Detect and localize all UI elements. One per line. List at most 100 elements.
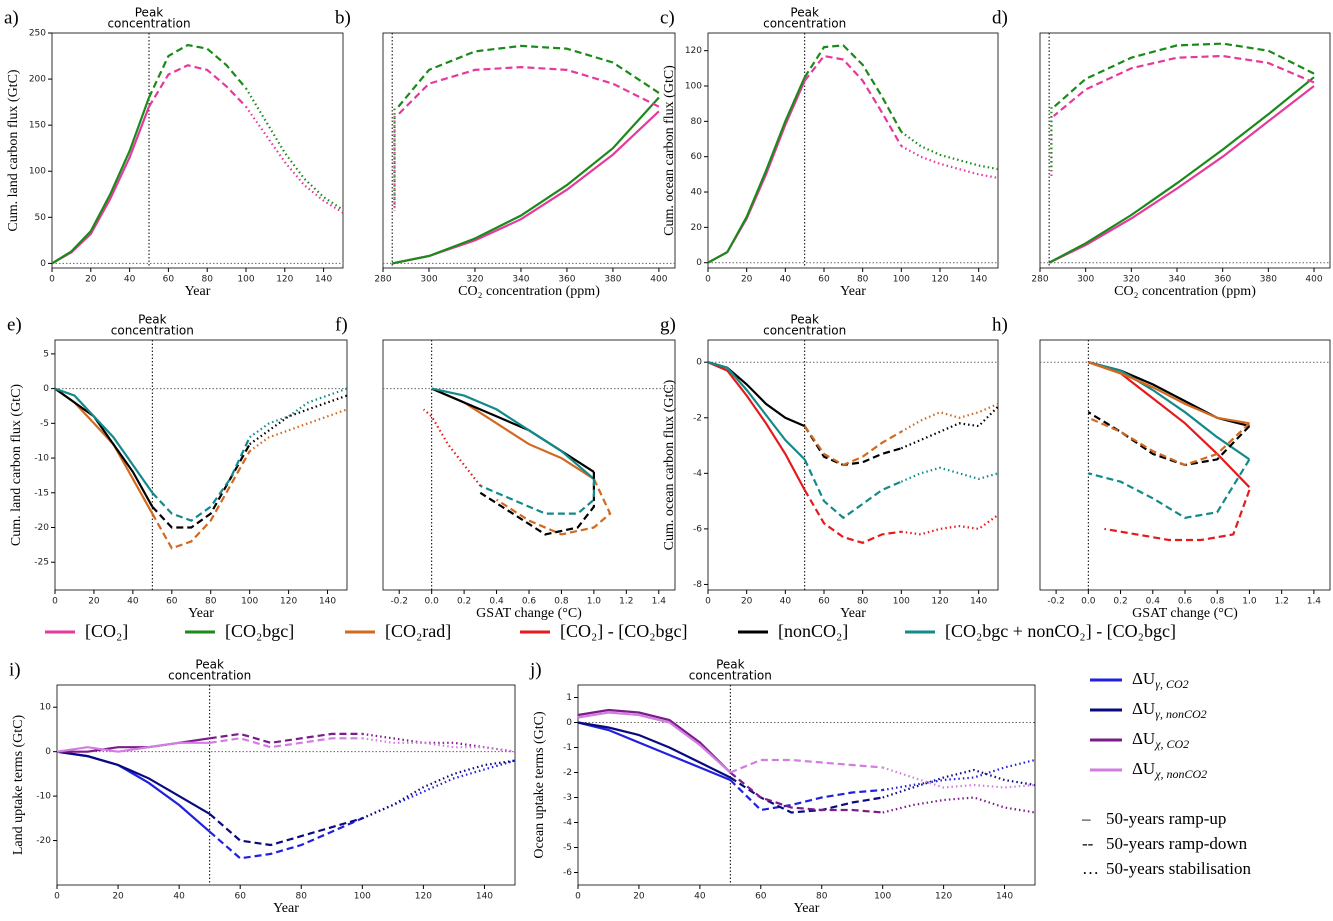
series-line <box>729 758 883 774</box>
x-tick-label: 80 <box>857 275 869 285</box>
annotation: Peak <box>790 6 819 20</box>
x-tick-label: 120 <box>935 892 952 902</box>
series-line <box>245 106 344 214</box>
annotation: Peak <box>790 313 819 327</box>
y-tick-label: 0 <box>696 358 702 368</box>
x-axis-label: GSAT change (°C) <box>476 606 582 621</box>
series-line <box>56 750 211 833</box>
legend-label: [nonCO₂] <box>778 621 848 641</box>
x-tick-label: 140 <box>970 275 987 285</box>
annotation: concentration <box>689 669 772 683</box>
y-tick-label: 120 <box>685 46 702 56</box>
series-line <box>148 43 247 98</box>
legend-label-sub: γ, nonCO2 <box>1155 707 1206 721</box>
annotation: Peak <box>138 313 167 327</box>
x-tick-label: 80 <box>816 892 828 902</box>
series-line <box>56 741 210 753</box>
series-line <box>479 478 595 515</box>
series-line <box>803 489 902 544</box>
legend-label: 50-years ramp-up <box>1106 809 1226 828</box>
x-tick-label: 60 <box>166 597 178 607</box>
x-tick-label: 100 <box>354 892 371 902</box>
x-tick-label: 1.0 <box>587 597 602 607</box>
series-line <box>900 402 999 433</box>
plot-frame <box>51 32 344 269</box>
x-tick-label: 0.8 <box>1210 597 1225 607</box>
annotation: Peak <box>195 658 224 672</box>
x-axis-label: Year <box>273 901 299 916</box>
panel-label: e) <box>7 314 22 335</box>
panel-label: b) <box>335 7 351 28</box>
series-line <box>151 443 251 529</box>
y-tick-label: 0 <box>566 718 572 728</box>
panel-label: d) <box>992 7 1008 28</box>
x-tick-label: 1.4 <box>1307 597 1322 607</box>
x-axis-label: Year <box>188 606 214 621</box>
y-tick-label: 5 <box>43 349 49 359</box>
series-line <box>577 711 732 774</box>
series-line <box>396 65 660 117</box>
x-tick-label: 20 <box>633 892 645 902</box>
y-axis-label: Cum. ocean carbon flux (GtC) <box>662 379 677 550</box>
legend-symbol: -- <box>1082 834 1094 853</box>
x-tick-label: 40 <box>694 892 706 902</box>
legend-label: ΔUγ, nonCO2 <box>1132 699 1207 721</box>
x-tick-label: 0.4 <box>1146 597 1161 607</box>
y-tick-label: 0 <box>45 747 51 757</box>
y-tick-label: -2 <box>693 413 702 423</box>
x-tick-label: 120 <box>276 275 293 285</box>
y-tick-label: 40 <box>691 188 703 198</box>
x-tick-label: 0.0 <box>425 597 440 607</box>
y-tick-label: -10 <box>36 792 51 802</box>
x-tick-label: 360 <box>558 275 575 285</box>
legend-symbol: … <box>1082 859 1099 878</box>
x-tick-label: 340 <box>512 275 529 285</box>
x-tick-label: 300 <box>1077 275 1094 285</box>
x-axis-label: Year <box>840 606 866 621</box>
plot-frame <box>707 32 999 269</box>
x-axis-label: Year <box>185 284 211 299</box>
x-tick-label: 300 <box>420 275 437 285</box>
annotation: Peak <box>716 658 745 672</box>
y-tick-label: 150 <box>29 121 46 131</box>
series-line <box>1087 361 1250 425</box>
x-tick-label: 1.2 <box>619 597 633 607</box>
x-tick-label: 140 <box>476 892 493 902</box>
annotation: concentration <box>763 324 846 338</box>
x-tick-label: 60 <box>163 275 175 285</box>
x-tick-label: 1.0 <box>1242 597 1257 607</box>
y-tick-label: -6 <box>693 524 702 534</box>
y-tick-label: -4 <box>693 469 702 479</box>
series-line <box>1048 85 1315 264</box>
series-line <box>54 387 154 515</box>
x-tick-label: 380 <box>1260 275 1277 285</box>
x-axis-label: CO₂ concentration (ppm) <box>1114 284 1256 299</box>
x-tick-label: 400 <box>1305 275 1322 285</box>
x-tick-label: 140 <box>319 597 336 607</box>
series-line <box>1052 42 1315 109</box>
annotation: concentration <box>107 17 190 31</box>
x-tick-label: 0.2 <box>1113 597 1127 607</box>
series-line <box>245 87 344 211</box>
x-tick-label: -0.2 <box>390 597 408 607</box>
series-line <box>1088 361 1251 461</box>
series-line <box>900 466 999 483</box>
legend-label-sub: χ, CO2 <box>1154 737 1189 751</box>
panel-label: f) <box>335 314 348 335</box>
series-line <box>882 766 1036 789</box>
x-tick-label: 40 <box>173 892 185 902</box>
x-tick-label: -0.2 <box>1047 597 1065 607</box>
series-line <box>431 387 595 480</box>
series-line <box>803 54 903 147</box>
legend-label-sub: χ, nonCO2 <box>1154 767 1207 781</box>
y-tick-label: 100 <box>29 167 46 177</box>
x-tick-label: 0 <box>575 892 581 902</box>
x-tick-label: 120 <box>280 597 297 607</box>
x-axis-label: CO₂ concentration (ppm) <box>458 284 600 299</box>
legend-label: [CO₂bgc] <box>225 621 294 641</box>
series-line <box>803 458 902 520</box>
series-line <box>803 425 902 467</box>
legend-label: [CO₂] <box>85 621 128 641</box>
x-tick-label: 0.8 <box>554 597 569 607</box>
x-tick-label: 0.6 <box>1178 597 1193 607</box>
